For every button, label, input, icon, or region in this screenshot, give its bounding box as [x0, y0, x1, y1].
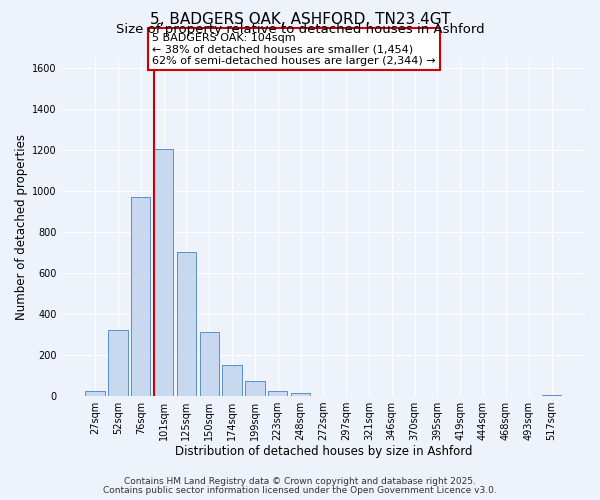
Bar — [131, 197, 151, 396]
Bar — [542, 395, 561, 396]
X-axis label: Distribution of detached houses by size in Ashford: Distribution of detached houses by size … — [175, 444, 472, 458]
Bar — [223, 365, 242, 396]
Bar — [245, 380, 265, 396]
Bar — [268, 391, 287, 396]
Bar — [200, 332, 219, 396]
Text: 5 BADGERS OAK: 104sqm
← 38% of detached houses are smaller (1,454)
62% of semi-d: 5 BADGERS OAK: 104sqm ← 38% of detached … — [152, 32, 436, 66]
Text: Contains HM Land Registry data © Crown copyright and database right 2025.: Contains HM Land Registry data © Crown c… — [124, 477, 476, 486]
Bar — [108, 330, 128, 396]
Bar — [85, 391, 105, 396]
Y-axis label: Number of detached properties: Number of detached properties — [15, 134, 28, 320]
Bar — [177, 252, 196, 396]
Bar — [154, 149, 173, 396]
Text: Size of property relative to detached houses in Ashford: Size of property relative to detached ho… — [116, 22, 484, 36]
Bar — [291, 393, 310, 396]
Text: 5, BADGERS OAK, ASHFORD, TN23 4GT: 5, BADGERS OAK, ASHFORD, TN23 4GT — [150, 12, 450, 28]
Text: Contains public sector information licensed under the Open Government Licence v3: Contains public sector information licen… — [103, 486, 497, 495]
